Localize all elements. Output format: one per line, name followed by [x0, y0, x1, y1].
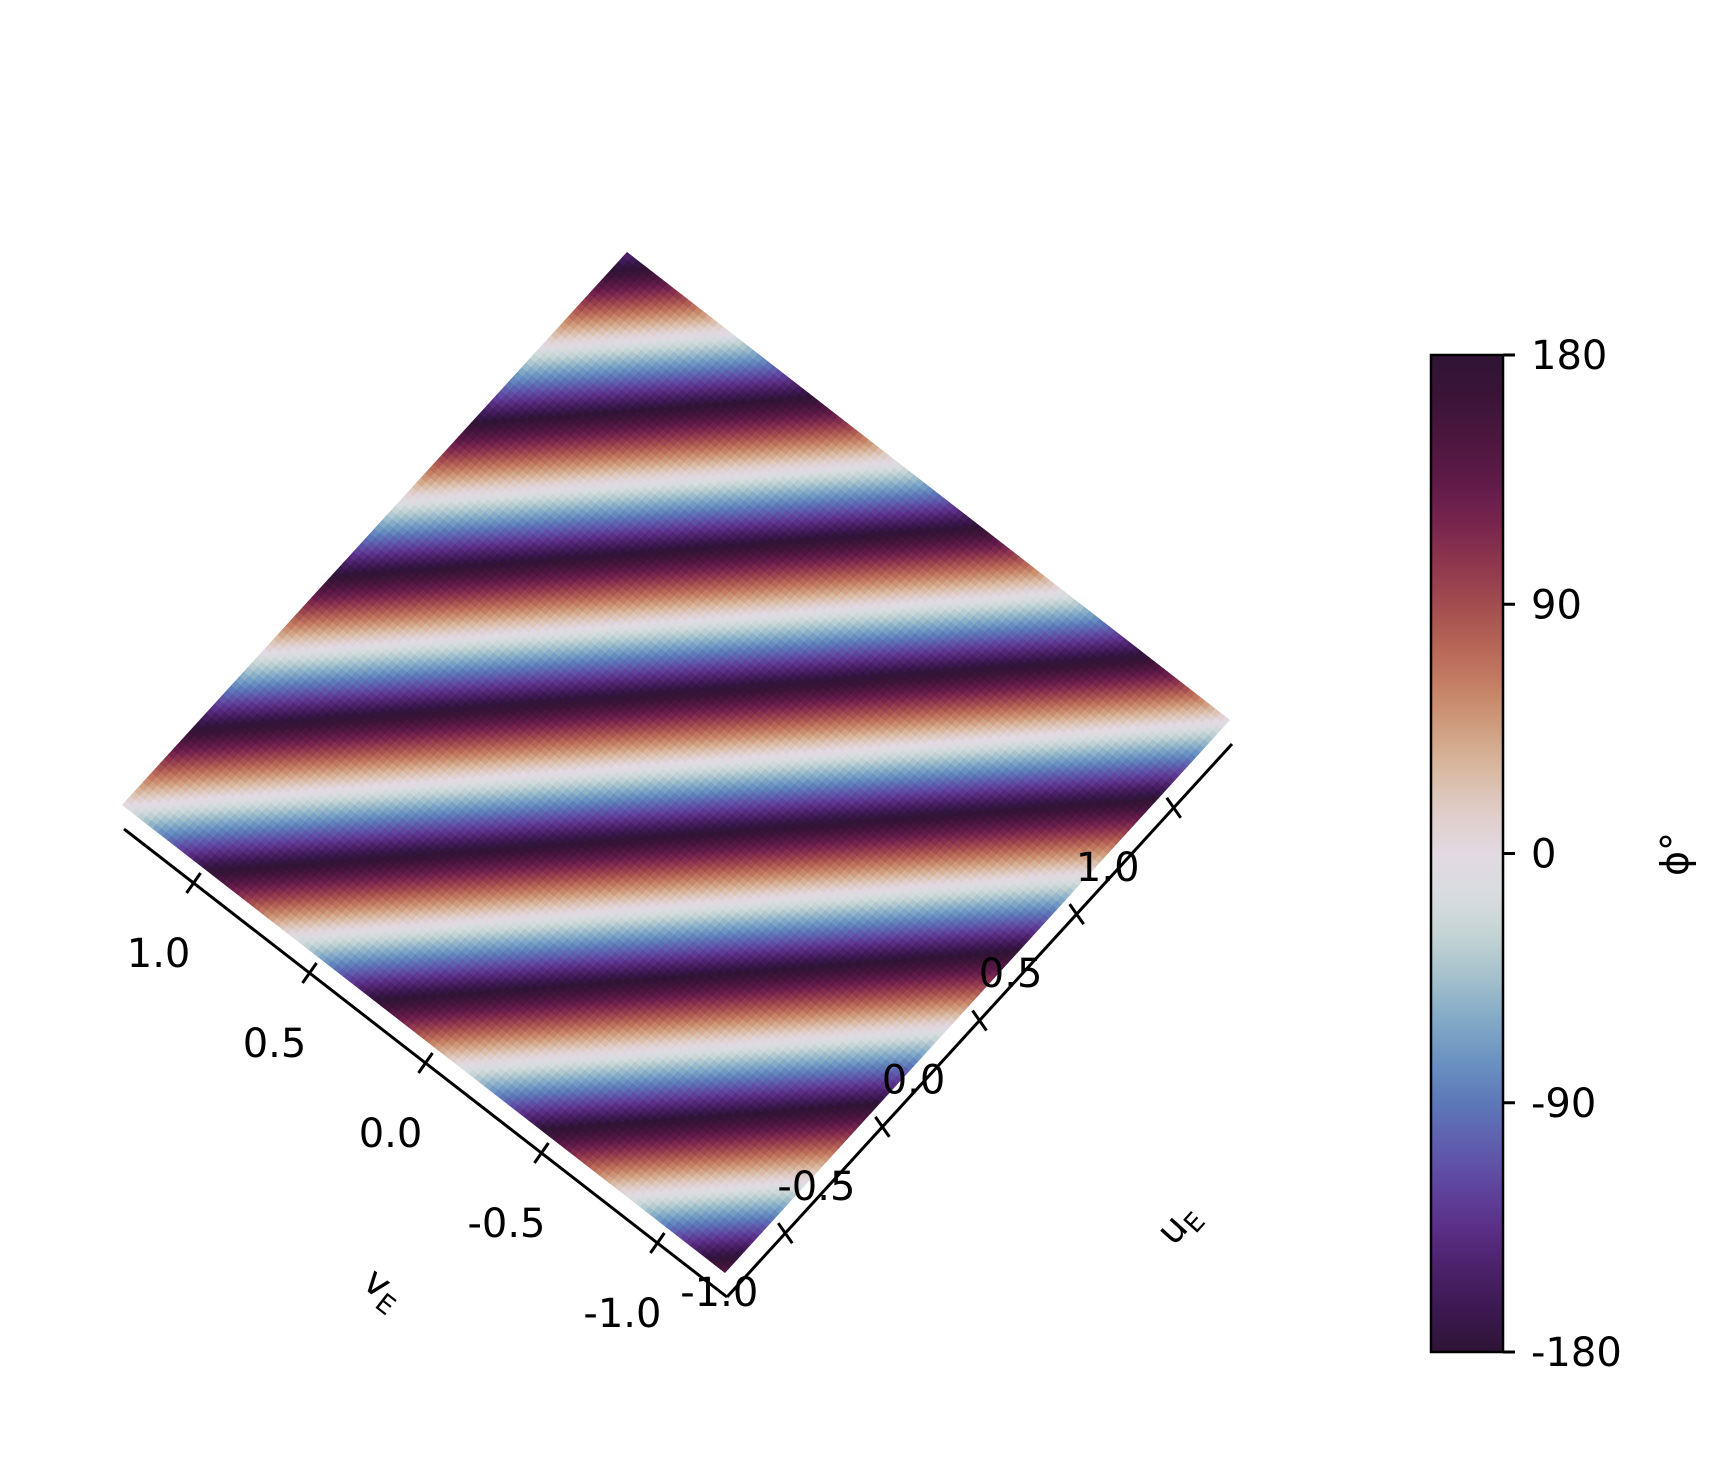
- v-axis-tick: [534, 1143, 548, 1163]
- u-axis-label: uE: [1147, 1194, 1211, 1258]
- colorbar: 180 90 0 -90 -180 ϕ°: [1431, 333, 1697, 1376]
- colorbar-tick-label: 90: [1531, 582, 1582, 628]
- v-axis-tick-label: -0.5: [467, 1201, 545, 1247]
- v-axis-tick-label: 0.0: [359, 1111, 423, 1157]
- v-axis-tick: [650, 1233, 664, 1253]
- phase-surface: [122, 252, 1230, 1273]
- u-axis-tick-label: 0.5: [979, 951, 1043, 997]
- v-axis-tick-label: -1.0: [583, 1291, 661, 1337]
- v-axis-tick: [303, 963, 317, 983]
- colorbar-tick-label: -180: [1531, 1330, 1622, 1376]
- colorbar-gradient: [1431, 355, 1503, 1352]
- colorbar-tick-label: 0: [1531, 832, 1556, 878]
- colorbar-label: ϕ°: [1653, 832, 1697, 876]
- colorbar-tick-label: -90: [1531, 1081, 1596, 1127]
- v-axis-tick: [187, 873, 201, 893]
- v-axis-tick-label: 0.5: [243, 1021, 307, 1067]
- u-axis-tick-label: 0.0: [882, 1058, 946, 1104]
- colorbar-tick-label: 180: [1531, 333, 1607, 379]
- phase-plane: [122, 252, 1230, 1273]
- v-axis-label: vE: [351, 1258, 412, 1321]
- u-axis-tick-label: -1.0: [680, 1270, 758, 1316]
- u-axis-tick-label: -0.5: [777, 1164, 855, 1210]
- v-axis-tick-label: 1.0: [127, 931, 191, 977]
- v-axis-tick: [419, 1053, 433, 1073]
- u-axis-tick-label: 1.0: [1076, 845, 1140, 891]
